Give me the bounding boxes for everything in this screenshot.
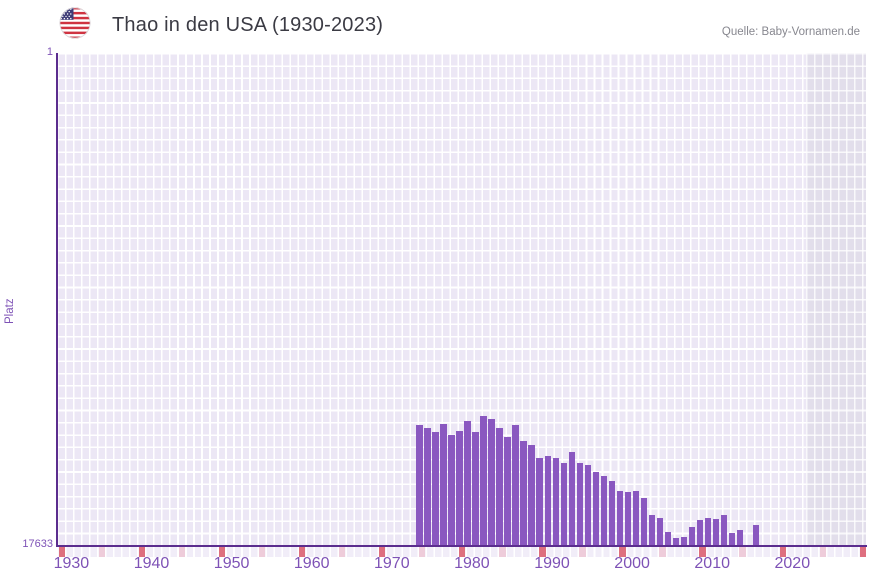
y-axis-title: Platz: [4, 298, 16, 324]
bar-1981[interactable]: [472, 432, 479, 545]
bar-2008[interactable]: [688, 527, 696, 545]
y-axis-line: [55, 53, 58, 546]
page-title: Thao in den USA (1930-2023): [112, 14, 384, 36]
half-decade-tick: [98, 546, 106, 557]
bar-2007[interactable]: [680, 537, 688, 545]
future-years-band: [806, 53, 866, 545]
half-decade-tick: [178, 546, 186, 557]
bar-1978[interactable]: [448, 435, 455, 545]
y-tick-top: 1: [46, 46, 53, 58]
half-decade-tick: [419, 546, 426, 557]
plot-area: [57, 53, 866, 545]
bar-1983[interactable]: [488, 418, 495, 545]
bar-1974[interactable]: [416, 425, 423, 545]
decade-tick: [539, 546, 546, 557]
bar-2016[interactable]: [752, 524, 760, 545]
decade-tick: [459, 546, 466, 557]
decade-tick: [699, 546, 706, 557]
bar-2004[interactable]: [656, 517, 664, 545]
x-tick-label-1980: 1980: [454, 555, 490, 572]
bar-1992[interactable]: [560, 463, 568, 545]
x-tick-label-1930: 1930: [53, 555, 90, 572]
bar-1976[interactable]: [432, 432, 439, 545]
x-tick-label-2020: 2020: [774, 555, 811, 572]
y-tick-bottom: 17633: [22, 538, 53, 550]
bar-1991[interactable]: [552, 457, 559, 545]
x-tick-label-2010: 2010: [694, 555, 730, 572]
half-decade-tick: [338, 546, 346, 557]
bar-1987[interactable]: [520, 440, 527, 545]
x-tick-label-1960: 1960: [293, 555, 330, 572]
bar-2003[interactable]: [648, 514, 656, 545]
bar-2002[interactable]: [640, 498, 648, 545]
bar-1995[interactable]: [584, 464, 592, 545]
bar-1980[interactable]: [464, 421, 471, 545]
bar-2014[interactable]: [736, 530, 744, 545]
source-label: Quelle: Baby-Vornamen.de: [721, 26, 860, 38]
bar-2011[interactable]: [712, 518, 720, 545]
half-decade-tick: [258, 546, 266, 557]
x-axis-line: [55, 544, 867, 547]
decade-tick: [138, 546, 146, 557]
x-tick-label-1990: 1990: [534, 555, 570, 572]
bar-1984[interactable]: [496, 428, 503, 545]
bar-1993[interactable]: [568, 451, 576, 545]
half-decade-tick: [819, 546, 826, 557]
decade-tick: [859, 546, 866, 557]
decade-tick: [379, 546, 386, 557]
decade-tick: [218, 546, 226, 557]
bar-1986[interactable]: [512, 425, 519, 545]
bar-1998[interactable]: [608, 481, 616, 545]
bar-1990[interactable]: [544, 456, 551, 545]
decade-tick: [619, 546, 626, 557]
bar-1997[interactable]: [600, 475, 608, 545]
bar-1982[interactable]: [480, 415, 487, 545]
bar-2009[interactable]: [696, 520, 704, 545]
bar-1975[interactable]: [424, 428, 431, 545]
bar-2013[interactable]: [728, 532, 736, 545]
decade-tick: [298, 546, 306, 557]
bar-1988[interactable]: [528, 445, 535, 545]
half-decade-tick: [579, 546, 586, 557]
bar-1989[interactable]: [536, 457, 543, 545]
decade-tick: [58, 546, 65, 557]
bar-2005[interactable]: [664, 531, 672, 545]
half-decade-tick: [659, 546, 666, 557]
bar-1999[interactable]: [616, 491, 624, 545]
bar-2000[interactable]: [624, 492, 632, 545]
bar-2012[interactable]: [720, 514, 728, 545]
x-tick-label-1970: 1970: [374, 555, 410, 572]
bar-1977[interactable]: [440, 424, 447, 545]
bar-1979[interactable]: [456, 431, 463, 545]
half-decade-tick: [739, 546, 746, 557]
x-tick-label-1940: 1940: [133, 555, 170, 572]
bar-2010[interactable]: [704, 517, 712, 545]
bar-1994[interactable]: [576, 463, 584, 545]
us-flag-icon: [59, 7, 91, 39]
decade-tick: [779, 546, 786, 557]
x-tick-label-1950: 1950: [213, 555, 250, 572]
x-tick-label-2000: 2000: [614, 555, 650, 572]
bar-2001[interactable]: [632, 491, 640, 545]
half-decade-tick: [499, 546, 506, 557]
bar-1996[interactable]: [592, 471, 600, 545]
bar-2006[interactable]: [672, 538, 680, 545]
x-axis-tick-strip: [57, 546, 866, 557]
bar-1985[interactable]: [504, 436, 511, 545]
